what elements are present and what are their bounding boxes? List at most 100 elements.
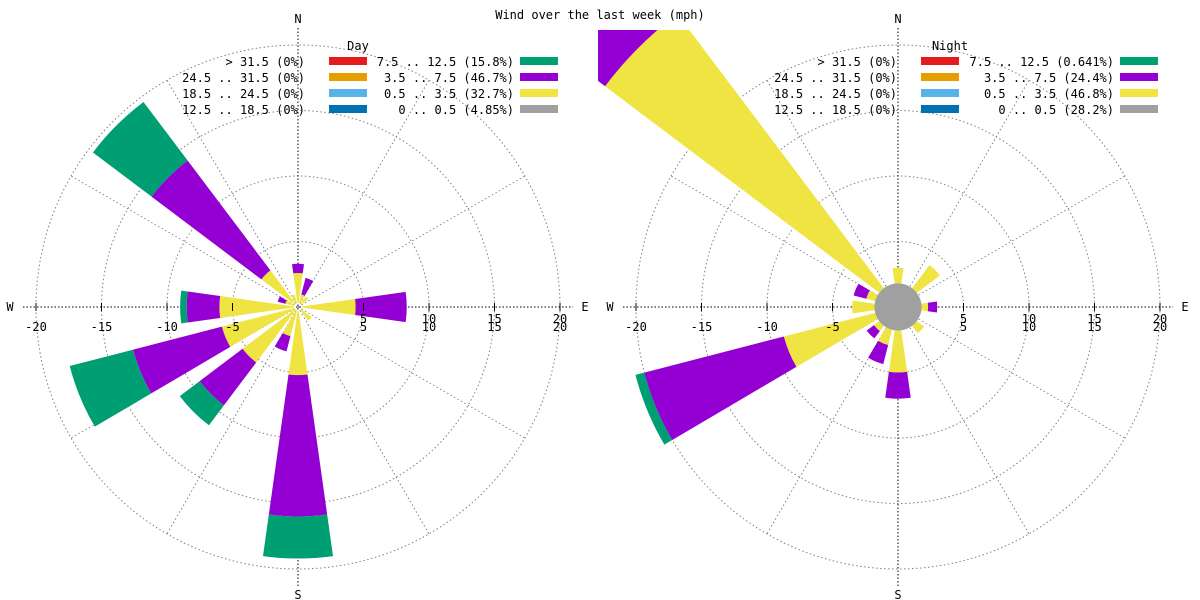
sector-bar <box>293 272 303 304</box>
sector-bar <box>868 340 889 365</box>
grid-spoke <box>297 175 526 308</box>
calm-disk <box>874 283 922 331</box>
sector-bar <box>277 296 287 304</box>
legend-swatch <box>921 105 959 113</box>
sector-bar <box>282 310 298 337</box>
legend-swatch <box>329 73 367 81</box>
sector-bar <box>888 330 908 373</box>
sector-bar <box>300 309 312 321</box>
sector-bar <box>912 321 925 334</box>
legend-swatch <box>329 57 367 65</box>
tick-label: 20 <box>553 320 567 334</box>
legend: > 31.5 (0%) 24.5 .. 31.5 (0%) 18.5 .. 24.5… <box>182 55 558 117</box>
tick-label: 10 <box>1022 320 1036 334</box>
sector-bar <box>291 263 305 274</box>
legend-label: 3.5 .. 7.5 (24.4%) <box>984 71 1114 85</box>
legend-label: 7.5 .. 12.5 (0.641%) <box>970 55 1115 69</box>
legend-label: 0.5 .. 3.5 (32.7%) <box>384 87 514 101</box>
sector-bar <box>186 291 221 323</box>
compass-s: S <box>894 588 901 600</box>
sector-bar <box>274 332 291 352</box>
sector-bar <box>199 348 257 406</box>
compass-n: N <box>894 12 901 26</box>
sector-bar <box>261 270 296 305</box>
sector-bar <box>783 312 878 367</box>
tick-label: 10 <box>422 320 436 334</box>
legend-swatch <box>520 57 558 65</box>
sector-bar <box>180 290 188 324</box>
sector-bar <box>133 326 231 394</box>
sector-bar <box>219 296 295 318</box>
legend-swatch <box>1120 105 1158 113</box>
panel-title: Day <box>347 39 369 53</box>
legend-swatch <box>1120 73 1158 81</box>
legend-label: 18.5 .. 24.5 (0%) <box>774 87 897 101</box>
tick-label: 5 <box>360 320 367 334</box>
legend-label: > 31.5 (0%) <box>226 55 305 69</box>
tick-label: 20 <box>1153 320 1167 334</box>
legend-label: 12.5 .. 18.5 (0%) <box>182 103 305 117</box>
legend-swatch <box>520 105 558 113</box>
legend-label: 7.5 .. 12.5 (15.8%) <box>377 55 514 69</box>
sector-bar <box>866 325 880 339</box>
tick-label: -10 <box>156 320 178 334</box>
sector-bar <box>288 310 308 376</box>
tick-label: 20 <box>1153 312 1167 326</box>
compass-w: W <box>606 300 614 314</box>
compass-e: E <box>1181 300 1188 314</box>
legend-label: 24.5 .. 31.5 (0%) <box>182 71 305 85</box>
tick-label: -5 <box>825 320 839 334</box>
tick-label: 15 <box>487 312 501 326</box>
sector-bar <box>221 307 295 347</box>
tick-label: 5 <box>960 312 967 326</box>
calm-disk <box>296 305 300 309</box>
legend-label: 3.5 .. 7.5 (46.7%) <box>384 71 514 85</box>
legend-swatch <box>921 57 959 65</box>
tick-label: 15 <box>487 320 501 334</box>
tick-label: 15 <box>1087 312 1101 326</box>
sector-bar <box>355 291 407 323</box>
legend-swatch <box>921 73 959 81</box>
sector-bar <box>298 294 305 304</box>
sector-bar <box>151 160 271 280</box>
legend-swatch <box>1120 57 1158 65</box>
compass-s: S <box>294 588 301 600</box>
compass-w: W <box>6 300 14 314</box>
sector-bar <box>878 327 893 346</box>
legend-label: 18.5 .. 24.5 (0%) <box>182 87 305 101</box>
legend-label: 0 .. 0.5 (4.85%) <box>398 103 514 117</box>
compass-labels: N S E W <box>606 12 1188 600</box>
sector-bar <box>892 267 904 284</box>
sector-bar <box>92 101 188 197</box>
sector-bar <box>927 301 938 313</box>
sector-bar <box>291 294 298 304</box>
tick-label: 20 <box>553 312 567 326</box>
sector-bars <box>69 101 407 559</box>
legend-label: 12.5 .. 18.5 (0%) <box>774 103 897 117</box>
compass-labels: N S E W <box>6 12 588 600</box>
sector-bar <box>598 30 658 87</box>
sector-bar <box>635 372 673 445</box>
tick-label: -20 <box>25 320 47 334</box>
sector-bar <box>852 300 875 314</box>
sector-bar <box>866 290 878 302</box>
sector-bar <box>268 374 328 517</box>
legend-label: > 31.5 (0%) <box>818 55 897 69</box>
legend: > 31.5 (0%) 24.5 .. 31.5 (0%) 18.5 .. 24.5… <box>774 55 1158 117</box>
tick-label: 10 <box>1022 312 1036 326</box>
panel-title: Night <box>932 39 968 53</box>
sector-bars <box>598 30 940 445</box>
sector-bar <box>285 300 295 307</box>
sector-bar <box>885 371 911 399</box>
sector-bar <box>921 302 929 312</box>
sector-bar <box>301 298 356 316</box>
sector-bar <box>179 381 224 426</box>
tick-label: -5 <box>225 320 239 334</box>
grid-spoke <box>897 175 1126 308</box>
legend-swatch <box>1120 89 1158 97</box>
sector-bar <box>912 265 940 293</box>
legend-swatch <box>921 89 959 97</box>
